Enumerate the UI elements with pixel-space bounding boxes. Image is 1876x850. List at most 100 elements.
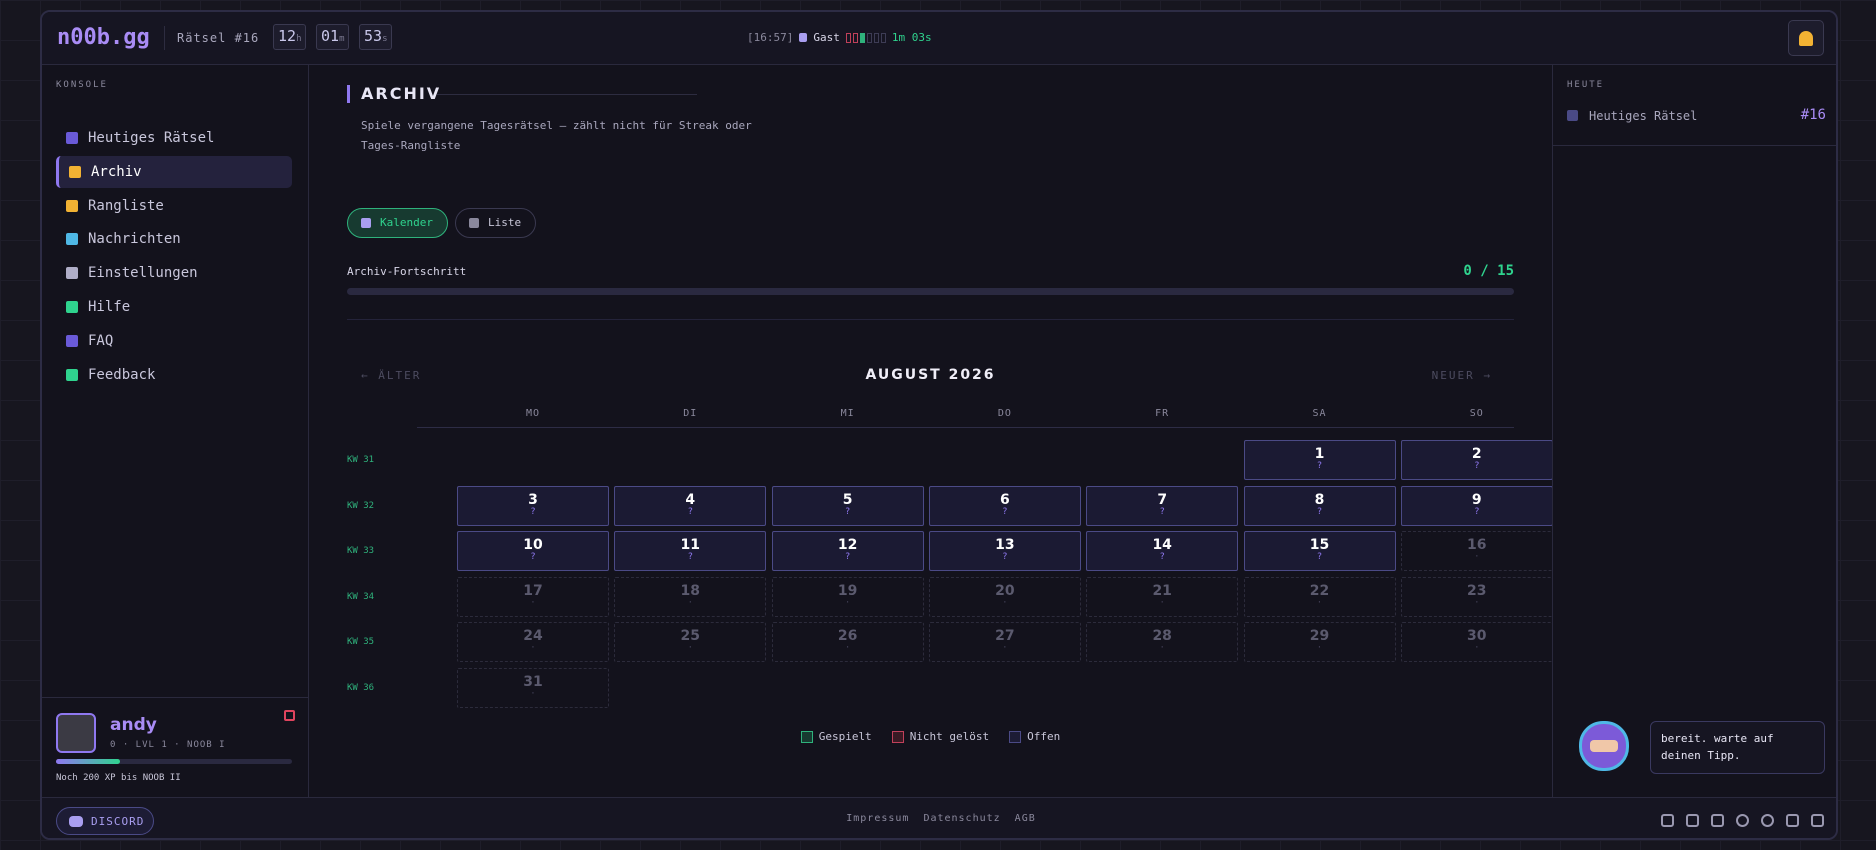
day-mark: ? [844,506,851,517]
nav-item[interactable]: Nachrichten [56,223,292,255]
page-title: ARCHIV [361,84,442,103]
nav-item[interactable]: Hilfe [56,291,292,323]
day-mark: · [1159,597,1165,608]
social-icon[interactable] [1686,814,1699,827]
footer-link[interactable]: AGB [1014,813,1036,824]
day-cell[interactable]: 12? [771,531,924,572]
day-cell[interactable]: 7? [1086,485,1239,526]
nav-item[interactable]: Rangliste [56,190,292,222]
day-cell: 29 · [1243,622,1396,663]
logo[interactable]: n00b.gg [57,25,150,50]
day-mark: · [1002,597,1008,608]
day-cell[interactable]: 11? [614,531,767,572]
day-cell[interactable]: 14? [1086,531,1239,572]
nav-item[interactable]: Einstellungen [56,257,292,289]
status-countdown: 1m 03s [891,31,932,44]
user-icon [799,33,808,42]
avatar[interactable] [56,713,96,753]
legend-label: Offen [1027,730,1061,743]
day-cell: 30 · [1400,622,1553,663]
logout-button[interactable] [284,710,295,721]
day-mark: ? [1159,552,1165,563]
day-number: 16 [1467,537,1487,554]
tab-icon [469,218,479,228]
social-icon[interactable] [1786,814,1799,827]
nav-icon [66,199,78,212]
xp-track [56,759,292,764]
day-mark: ? [687,506,693,517]
social-icons [1661,814,1824,827]
footer-link[interactable]: Impressum [846,813,910,824]
day-cell[interactable]: 5? [771,485,924,526]
day-cell[interactable]: 6? [928,485,1081,526]
next-month[interactable]: NEUER → [1431,369,1492,382]
day-cell[interactable]: 3? [457,485,609,526]
day-cell[interactable]: 8? [1243,485,1396,526]
main: ARCHIV Spiele vergangene Tagesrätsel — z… [309,65,1553,797]
prev-month[interactable]: ← ÄLTER [361,369,422,382]
day-cell[interactable]: 1? [1243,440,1396,480]
social-icon[interactable] [1661,814,1674,827]
social-icon[interactable] [1811,814,1824,827]
nav-item[interactable]: Archiv [56,155,292,188]
day-number: 31 [523,674,543,690]
weekday: FR [1155,408,1170,419]
title-rule [437,94,697,95]
pips [845,32,886,43]
view-tab[interactable]: Liste [455,208,537,238]
day-cell[interactable]: 15? [1243,531,1396,572]
social-icon[interactable] [1761,814,1774,827]
day-number: 9 [1471,491,1482,508]
day-mark: ? [687,552,693,563]
day-mark: · [1316,597,1323,608]
day-mark: ? [1002,506,1008,517]
social-icon[interactable] [1736,814,1749,827]
view-tab[interactable]: Kalender [347,208,448,238]
legend-label: Gespielt [818,730,872,743]
nav-icon [69,165,81,178]
legend-swatch [800,730,813,743]
discord-label: DISCORD [91,815,145,828]
day-number: 3 [528,491,538,508]
nav-item[interactable]: FAQ [56,325,292,357]
day-number: 1 [1314,446,1325,462]
timer-unit: m [339,34,345,44]
day-mark: · [687,597,693,608]
day-cell[interactable]: 2? [1400,440,1553,480]
sidebar: KONSOLE andy 0 · LVL 1 · NOOB I Noch 200… [42,65,309,797]
day-mark: ? [1316,506,1323,517]
day-cell: 19 · [771,576,924,617]
day-cell[interactable]: 9? [1400,485,1553,526]
footer-link[interactable]: Datenschutz [923,813,1001,824]
day-number: 23 [1467,582,1487,599]
day-mark: ? [1474,506,1480,517]
day-number: 28 [1152,628,1172,645]
day-cell[interactable]: 13? [928,531,1081,572]
xp-note: Noch 200 XP bis NOOB II [56,773,181,783]
day-cell[interactable]: 10? [457,531,609,572]
notifications-button[interactable] [1788,20,1824,56]
today-number: #16 [1800,107,1826,123]
progress-count: 0 / 15 [1463,263,1514,279]
day-mark: ? [530,552,536,563]
timer-unit: s [382,34,388,44]
weekday: DI [683,408,698,419]
section-label: KONSOLE [56,80,108,90]
day-cell: 24 · [457,622,609,663]
nav-item[interactable]: Feedback [56,359,292,391]
social-icon[interactable] [1711,814,1724,827]
day-cell[interactable]: 4? [614,485,767,526]
discord-button[interactable]: DISCORD [56,807,154,835]
footer-links: Impressum Datenschutz AGB [42,813,1836,824]
footer: DISCORD Impressum Datenschutz AGB [42,797,1836,838]
today-item[interactable]: Heutiges Rätsel [1589,109,1698,123]
legend-label: Nicht gelöst [909,730,990,743]
nav-item[interactable]: Heutiges Rätsel [56,122,292,154]
timer-box: 01m [316,24,350,50]
day-number: 7 [1157,491,1168,508]
week-label: KW 33 [347,546,375,557]
day-mark: · [1002,643,1008,654]
day-cell: 28 · [1086,622,1239,663]
day-cell: 21 · [1086,576,1239,617]
